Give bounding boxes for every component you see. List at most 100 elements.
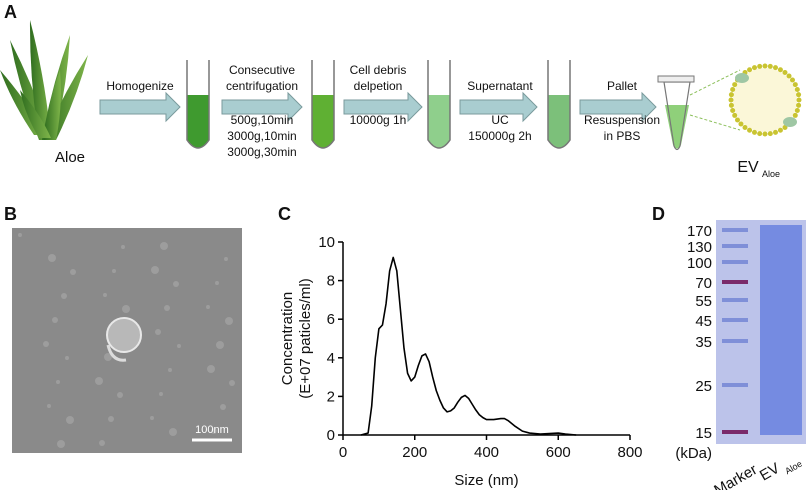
em-speck [61,293,67,299]
lipid [796,92,802,98]
em-speck [207,365,215,373]
scale-bar-label: 100nm [195,424,229,436]
marker-size: 35 [695,334,712,351]
x-tick-label: 200 [402,444,427,461]
x-tick-label: 600 [546,444,571,461]
y-tick-label: 4 [327,350,335,367]
lipid [794,86,800,92]
panel-label: C [278,204,291,224]
source-label: Aloe [55,149,85,166]
em-speck [70,269,76,275]
marker-band [722,318,748,322]
step-condition: Resuspension [584,113,660,127]
panel-label: B [4,204,17,224]
step-condition: in PBS [604,129,641,143]
x-axis-label: Size (nm) [454,472,518,489]
vesicle [106,317,142,353]
vesicle-edge [106,344,127,362]
em-speck [169,428,177,436]
marker-size: 100 [687,255,712,272]
em-speck [117,392,123,398]
marker-size: 25 [695,378,712,395]
tube-liquid [187,95,209,148]
em-speck [103,293,107,297]
marker-size: 170 [687,223,712,240]
lipid [782,125,788,131]
em-speck [164,305,170,311]
lipid [751,129,757,135]
step-text: centrifugation [226,79,298,93]
em-speck [65,356,69,360]
product-label: EV [737,159,759,176]
step-text: Cell debris [350,63,407,77]
em-speck [177,344,181,348]
tube [186,60,210,149]
y-tick-label: 10 [318,234,335,251]
em-speck [18,233,22,237]
lipid [742,125,748,131]
step-condition: 150000g 2h [468,129,531,143]
marker-band [722,298,748,302]
y-tick-label: 6 [327,311,335,328]
lipid [777,67,783,73]
y-axis-label: Concentration [279,292,296,385]
ev-lane [760,225,802,435]
lane-label: EV [757,460,783,485]
em-speck [108,416,114,422]
lipid [794,108,800,114]
marker-band [722,280,748,284]
em-speck [57,440,65,448]
protein [735,73,749,83]
lipid [762,131,768,137]
lipid [777,127,783,133]
em-speck [47,404,51,408]
x-tick-label: 800 [617,444,642,461]
lipid [782,69,788,75]
lipid [747,67,753,73]
em-speck [155,329,161,335]
y-tick-label: 8 [327,273,335,290]
tube [311,60,335,149]
step-condition: 500g,10min [231,113,294,127]
lipid [792,82,798,88]
lipid [796,97,802,103]
marker-size: 55 [695,293,712,310]
em-speck [151,266,159,274]
em-speck [112,269,116,273]
lipid [786,73,792,79]
em-speck [168,368,172,372]
y-tick-label: 2 [327,388,335,405]
em-speck [52,317,58,323]
marker-size: 45 [695,313,712,330]
tube [427,60,451,149]
step-condition: 10000g 1h [350,113,407,127]
em-speck [56,380,60,384]
lipid [757,131,763,137]
process-arrow [343,91,423,123]
marker-size: 15 [695,425,712,442]
data-line [360,256,577,436]
marker-band [722,228,748,232]
lipid [762,63,768,69]
em-speck [99,440,105,446]
em-speck [43,341,49,347]
step-condition: 3000g,30min [227,145,296,159]
marker-band [722,244,748,248]
marker-size: 70 [695,275,712,292]
em-speck [159,392,163,396]
step-condition: 3000g,10min [227,129,296,143]
y-tick-label: 0 [327,427,335,444]
step-text: Pallet [607,79,638,93]
product-subscript: Aloe [762,169,780,179]
vesicle-core [733,68,797,132]
em-speck [216,341,224,349]
lipid [728,92,734,98]
process-arrow [99,91,181,123]
step-condition: UC [491,113,509,127]
em-speck [229,380,235,386]
tube-liquid [312,95,334,148]
tube [547,60,571,149]
lipid [732,112,738,118]
em-speck [104,353,112,361]
